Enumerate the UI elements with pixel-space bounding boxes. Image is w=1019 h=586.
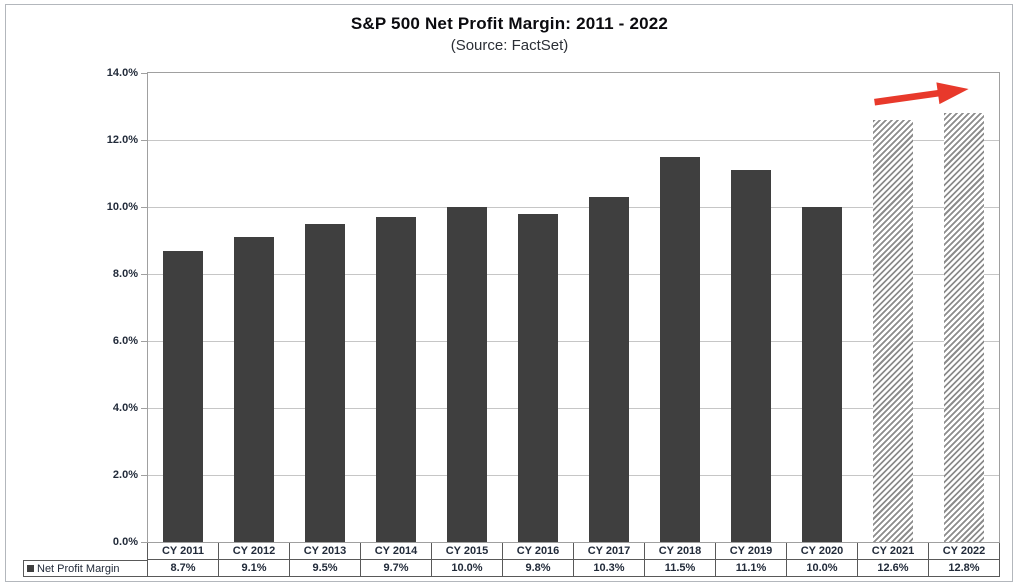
data-table-category-row: CY 2011 CY 2012 CY 2013 CY 2014 CY 2015 CY 20… [147,543,1000,560]
table-header-cy-2013: CY 2013 [290,543,361,560]
table-header-cy-2022: CY 2022 [929,543,1000,560]
plot-area [147,72,1000,543]
table-header-cy-2011: CY 2011 [148,543,219,560]
table-value-cy-2011: 8.7% [148,560,219,577]
table-value-cy-2014: 9.7% [361,560,432,577]
y-axis-label-12.0: 12.0% [106,134,138,146]
bar-cy-2011 [163,251,203,542]
data-table-value-row: 8.7% 9.1% 9.5% 9.7% 10.0% 9.8% 10.3% 11.5% 11.1%… [147,560,1000,577]
table-header-cy-2020: CY 2020 [787,543,858,560]
bar-cy-2022 [944,113,984,542]
series-label: Net Profit Margin [37,562,120,575]
y-axis-label-14.0: 14.0% [106,67,138,79]
y-axis-tick [141,73,147,74]
gridline-12 [148,140,999,141]
table-value-cy-2012: 9.1% [219,560,290,577]
gridline-6 [148,341,999,342]
series-marker-icon [27,565,34,572]
bar-cy-2018 [660,157,700,542]
y-axis-tick [141,408,147,409]
table-value-cy-2020: 10.0% [787,560,858,577]
table-header-cy-2021: CY 2021 [858,543,929,560]
table-header-cy-2016: CY 2016 [503,543,574,560]
y-axis-label-2.0: 2.0% [112,469,138,481]
table-header-cy-2012: CY 2012 [219,543,290,560]
y-axis-tick [141,140,147,141]
table-value-cy-2013: 9.5% [290,560,361,577]
y-axis-label-6.0: 6.0% [112,335,138,347]
chart-subtitle: (Source: FactSet) [450,37,569,54]
bar-cy-2021 [873,120,913,542]
table-value-cy-2022: 12.8% [929,560,1000,577]
gridline-10 [148,207,999,208]
table-header-cy-2018: CY 2018 [645,543,716,560]
gridline-8 [148,274,999,275]
y-axis-tick [141,341,147,342]
annotation-arrow-icon [874,82,969,106]
y-axis-label-0.0: 0.0% [112,536,138,548]
y-axis-label-8.0: 8.0% [112,268,138,280]
table-value-cy-2019: 11.1% [716,560,787,577]
bar-cy-2013 [305,224,345,542]
bar-cy-2015 [447,207,487,542]
bar-cy-2014 [376,217,416,542]
table-header-cy-2017: CY 2017 [574,543,645,560]
y-axis-tick [141,274,147,275]
table-header-cy-2014: CY 2014 [361,543,432,560]
y-axis-tick [141,542,147,543]
table-value-cy-2017: 10.3% [574,560,645,577]
table-value-cy-2021: 12.6% [858,560,929,577]
bar-cy-2020 [802,207,842,542]
gridline-2 [148,475,999,476]
y-axis-label-4.0: 4.0% [112,402,138,414]
bar-cy-2019 [731,170,771,542]
table-header-cy-2015: CY 2015 [432,543,503,560]
bar-cy-2012 [234,237,274,542]
table-header-cy-2019: CY 2019 [716,543,787,560]
gridline-4 [148,408,999,409]
chart-title: S&P 500 Net Profit Margin: 2011 - 2022 [350,14,669,33]
bar-cy-2017 [589,197,629,542]
y-axis-tick [141,475,147,476]
y-axis-label-10.0: 10.0% [106,201,138,213]
table-value-cy-2018: 11.5% [645,560,716,577]
data-table-series-label-cell: Net Profit Margin [23,560,148,577]
table-value-cy-2015: 10.0% [432,560,503,577]
y-axis-tick [141,207,147,208]
table-value-cy-2016: 9.8% [503,560,574,577]
bar-cy-2016 [518,214,558,542]
